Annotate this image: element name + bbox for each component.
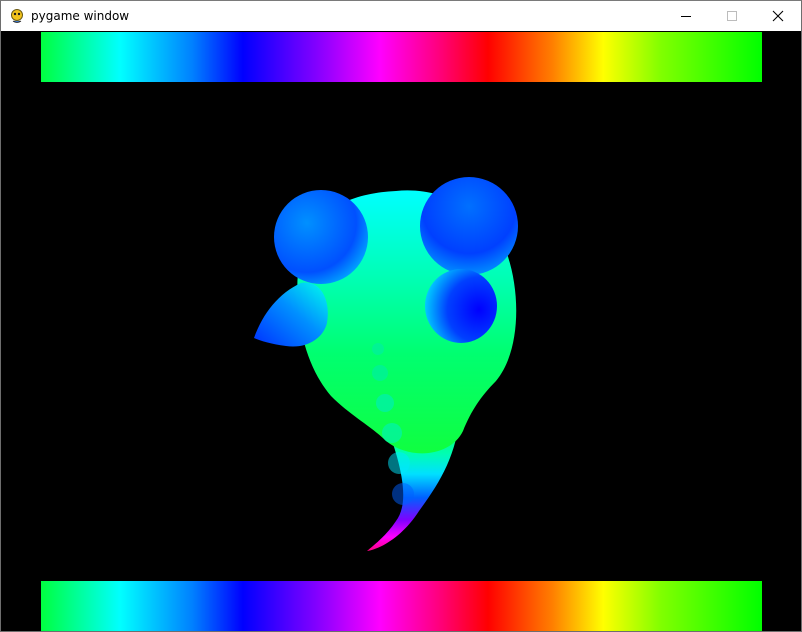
blob-ear-right <box>420 177 518 275</box>
blob-spot <box>392 483 414 505</box>
game-canvas[interactable] <box>1 31 801 631</box>
close-icon <box>772 10 784 22</box>
hue-bar-bottom <box>41 581 762 631</box>
pygame-snake-icon <box>11 9 23 23</box>
minimize-button[interactable] <box>663 1 709 31</box>
blob-spot <box>388 452 410 474</box>
blob-spot <box>382 423 402 443</box>
rainbow-blob-creature <box>254 177 518 551</box>
maximize-icon <box>727 11 737 21</box>
close-button[interactable] <box>755 1 801 31</box>
blob-beak <box>254 282 328 347</box>
blob-spot <box>372 343 384 355</box>
window-title: pygame window <box>31 9 130 23</box>
blob-spot <box>372 365 388 381</box>
maximize-button[interactable] <box>709 1 755 31</box>
blob-eye <box>425 269 497 343</box>
blob-ear-left <box>274 190 368 284</box>
blob-spot <box>376 394 394 412</box>
hue-bar-top <box>41 32 762 82</box>
minimize-icon <box>681 16 691 17</box>
title-bar[interactable]: pygame window <box>1 1 801 31</box>
